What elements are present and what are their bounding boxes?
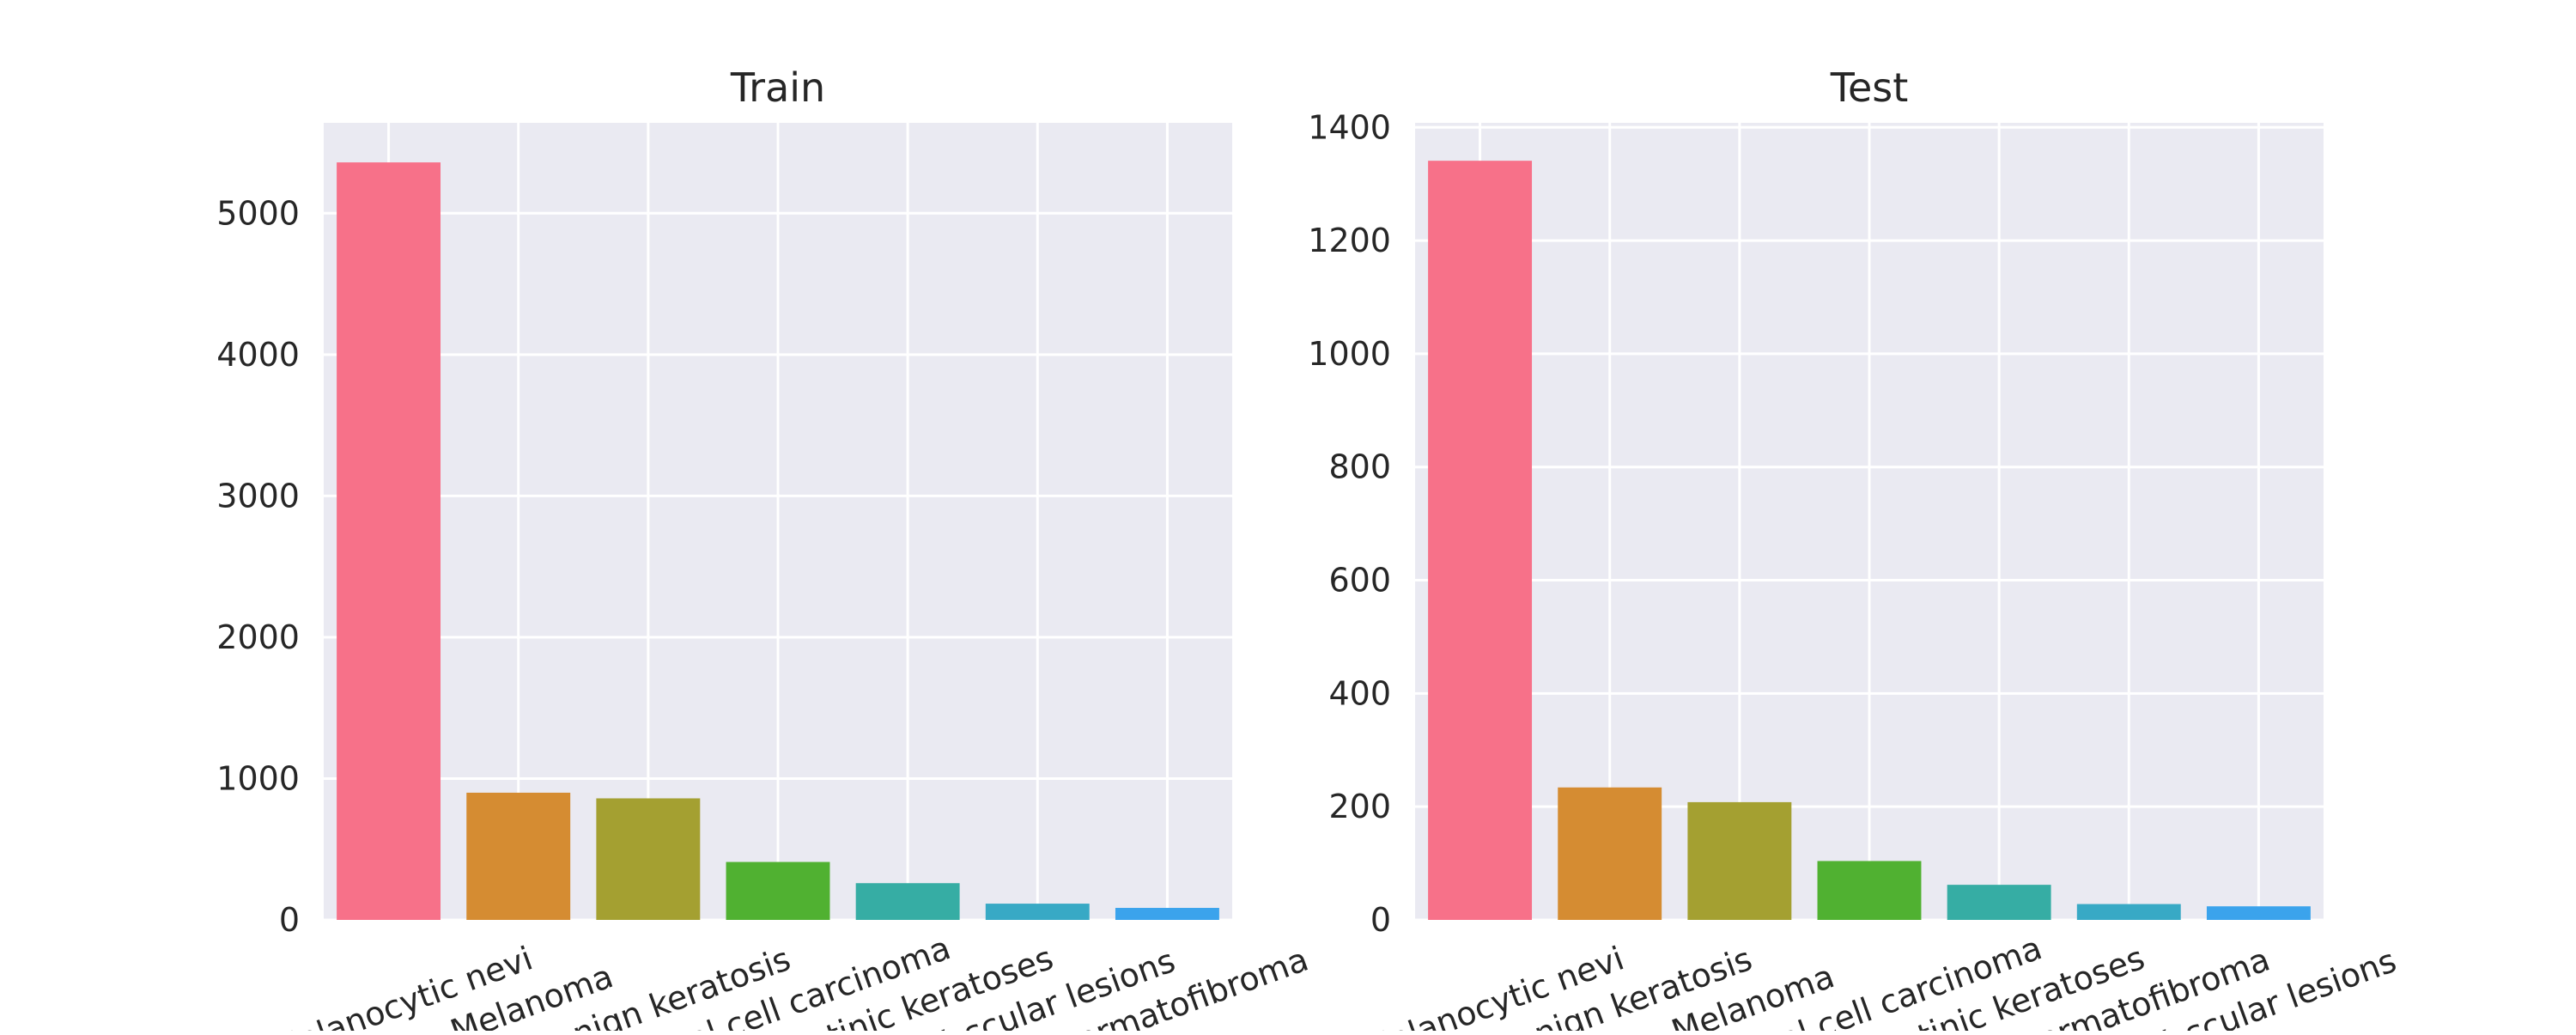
bar-2 (1687, 801, 1792, 920)
y-tick-label: 1000 (1308, 335, 1391, 373)
y-tick-label: 200 (1328, 788, 1391, 825)
y-tick-label: 2000 (216, 618, 300, 656)
bar-0 (337, 162, 441, 920)
bar-4 (855, 883, 960, 920)
bar-0 (1428, 161, 1533, 921)
bar-6 (2206, 906, 2311, 920)
bar-4 (1947, 885, 2051, 920)
bar-1 (466, 792, 571, 920)
y-tick-label: 800 (1328, 448, 1391, 486)
bar-5 (985, 904, 1090, 920)
bar-3 (1817, 861, 1922, 920)
bar-5 (2076, 904, 2181, 920)
bar-2 (596, 798, 701, 920)
bar-3 (726, 861, 830, 920)
y-tick-label: 0 (1370, 901, 1391, 939)
y-tick-label: 0 (279, 901, 300, 939)
y-tick-label: 5000 (216, 194, 300, 232)
y-tick-label: 1000 (216, 759, 300, 797)
y-tick-label: 400 (1328, 674, 1391, 712)
chart-title: Test (1830, 64, 1909, 111)
chart-title: Train (730, 64, 825, 111)
y-tick-label: 4000 (216, 336, 300, 374)
y-tick-label: 1200 (1308, 222, 1391, 259)
y-tick-label: 1400 (1308, 108, 1391, 146)
bar-6 (1115, 908, 1219, 920)
bar-1 (1558, 787, 1662, 920)
y-tick-label: 600 (1328, 562, 1391, 600)
y-tick-label: 3000 (216, 477, 300, 514)
